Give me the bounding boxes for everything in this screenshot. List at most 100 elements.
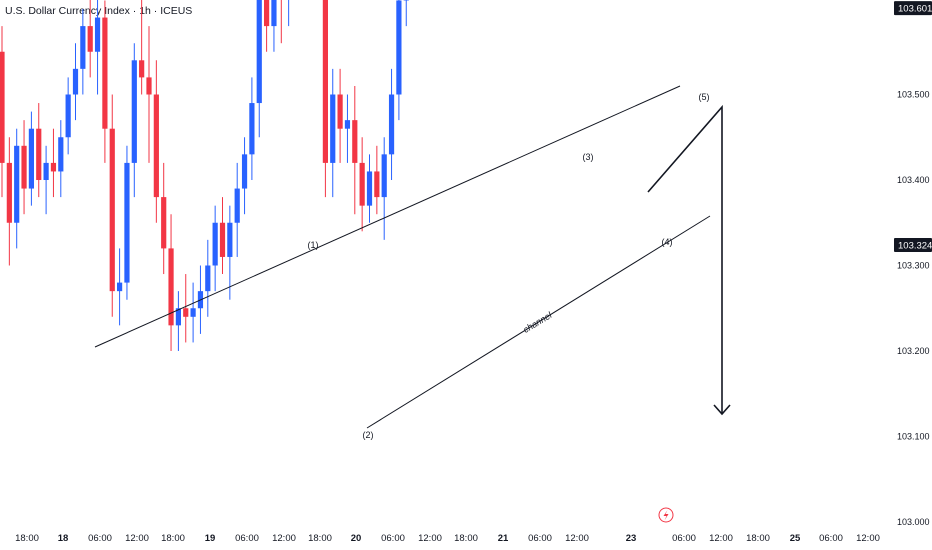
candle-body bbox=[94, 17, 101, 52]
time-tick-label: 25 bbox=[790, 533, 801, 544]
candle-body bbox=[183, 308, 189, 317]
price-axis: 103.000 103.100 103.200 103.300 103.400 103.5… bbox=[897, 4, 930, 527]
candle-body bbox=[124, 162, 130, 283]
candle-body bbox=[14, 145, 20, 223]
candle-body bbox=[352, 120, 358, 163]
time-tick-label: 06:00 bbox=[235, 533, 259, 544]
candle-body bbox=[190, 308, 196, 317]
candle-body bbox=[374, 171, 380, 198]
time-tick-label: 12:00 bbox=[125, 533, 149, 544]
price-badge: 103.324 bbox=[894, 237, 932, 252]
candle-body bbox=[72, 68, 79, 95]
time-tick-label: 20 bbox=[351, 533, 362, 544]
candle-body bbox=[58, 137, 64, 172]
candle-body bbox=[102, 17, 108, 129]
candle-body bbox=[146, 77, 152, 95]
price-badge-bg bbox=[894, 237, 932, 252]
candle-body bbox=[271, 0, 277, 27]
time-tick-label: 12:00 bbox=[565, 533, 589, 544]
upper-trendline bbox=[94, 85, 681, 348]
time-tick-label: 06:00 bbox=[819, 533, 843, 544]
candle-body bbox=[256, 0, 262, 104]
time-tick-label: 18:00 bbox=[308, 533, 332, 544]
wave-projection-path bbox=[647, 104, 723, 413]
time-tick-label: 18:00 bbox=[454, 533, 478, 544]
drawings-layer: (1) (2) (3) (4) (5) channel bbox=[94, 85, 731, 523]
candle-body bbox=[109, 128, 115, 292]
candle-body bbox=[249, 103, 255, 155]
candle-body bbox=[139, 60, 145, 78]
candle-body bbox=[344, 120, 351, 129]
candle-body bbox=[65, 94, 71, 138]
wave-label: (2) bbox=[363, 430, 374, 440]
candle-body bbox=[330, 94, 336, 163]
price-tick-label: 103.100 bbox=[897, 432, 930, 442]
time-axis: 18:00 18 06:00 12:00 18:00 19 06:00 12:00 18:00 2… bbox=[15, 533, 880, 544]
lower-trendline bbox=[366, 215, 711, 429]
time-tick-label: 18 bbox=[58, 533, 69, 544]
candles-layer bbox=[0, 0, 409, 351]
candle-body bbox=[366, 171, 373, 206]
candle-body bbox=[131, 60, 137, 163]
candle-body bbox=[234, 188, 240, 223]
price-tick-label: 103.200 bbox=[897, 346, 930, 356]
wave-label: (1) bbox=[308, 240, 319, 250]
candle-body bbox=[219, 222, 226, 257]
price-badge-value: 103.324 bbox=[898, 240, 932, 251]
time-tick-label: 06:00 bbox=[381, 533, 405, 544]
candle-body bbox=[87, 26, 93, 52]
price-badge: 103.601 bbox=[894, 1, 932, 16]
time-tick-label: 18:00 bbox=[15, 533, 39, 544]
lightning-bolt bbox=[663, 510, 669, 521]
time-tick-label: 12:00 bbox=[272, 533, 296, 544]
candle-body bbox=[322, 0, 328, 163]
lightning-icon bbox=[658, 507, 674, 523]
candle-body bbox=[205, 265, 211, 292]
candle-body bbox=[388, 94, 395, 155]
price-badge-value: 103.601 bbox=[898, 4, 932, 15]
time-tick-label: 21 bbox=[498, 533, 509, 544]
candle-body bbox=[28, 128, 34, 189]
time-tick-label: 18:00 bbox=[746, 533, 770, 544]
wave-label: (3) bbox=[583, 152, 594, 162]
time-tick-label: 06:00 bbox=[88, 533, 112, 544]
candle-body bbox=[212, 222, 218, 266]
wave-label: (5) bbox=[699, 92, 710, 102]
wave-label: (4) bbox=[662, 237, 673, 247]
candle-body bbox=[264, 0, 270, 27]
candle-body bbox=[0, 51, 5, 163]
arrow-down-icon bbox=[713, 404, 731, 416]
candle-body bbox=[359, 162, 365, 206]
candle-body bbox=[80, 26, 86, 69]
time-tick-label: 23 bbox=[626, 533, 637, 544]
candle-body bbox=[21, 145, 27, 189]
time-tick-label: 06:00 bbox=[528, 533, 552, 544]
time-tick-label: 12:00 bbox=[709, 533, 733, 544]
time-tick-label: 12:00 bbox=[418, 533, 442, 544]
candle-body bbox=[175, 308, 181, 326]
candle-body bbox=[337, 94, 343, 129]
time-tick-label: 19 bbox=[205, 533, 216, 544]
candle-body bbox=[36, 128, 42, 180]
candle-body bbox=[6, 162, 12, 223]
candle-body bbox=[381, 154, 387, 198]
candle-body bbox=[227, 222, 233, 257]
price-tick-label: 103.400 bbox=[897, 175, 930, 185]
candle-body bbox=[43, 162, 49, 180]
candle-body bbox=[396, 0, 402, 95]
price-tick-label: 103.300 bbox=[897, 261, 930, 271]
chart-title: U.S. Dollar Currency Index · 1h · ICEUS bbox=[5, 5, 193, 17]
candle-body bbox=[168, 248, 174, 326]
candle-body bbox=[50, 162, 57, 172]
candle-body bbox=[117, 282, 123, 292]
time-tick-label: 12:00 bbox=[856, 533, 880, 544]
candle-body bbox=[153, 94, 159, 198]
time-tick-label: 06:00 bbox=[672, 533, 696, 544]
candle-body bbox=[161, 197, 167, 249]
price-tick-label: 103.000 bbox=[897, 517, 930, 527]
time-tick-label: 18:00 bbox=[161, 533, 185, 544]
price-badge-bg bbox=[894, 1, 932, 16]
candle-body bbox=[241, 154, 248, 189]
